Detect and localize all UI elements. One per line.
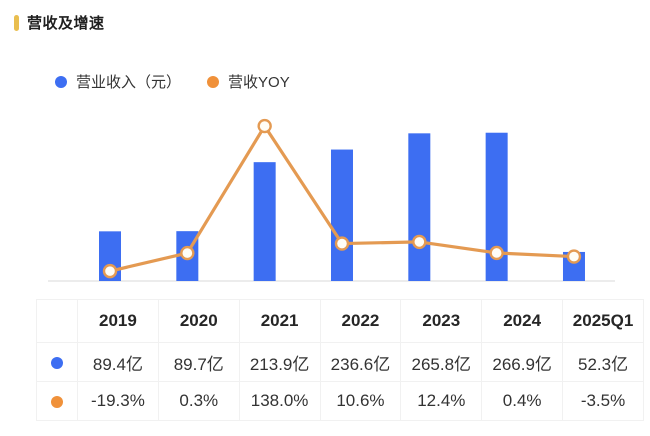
column-header-2021: 2021 <box>238 299 321 343</box>
yoy-cell: -3.5% <box>562 381 644 421</box>
revenue-cell: 89.7亿 <box>157 342 240 382</box>
legend-label-revenue: 营业收入（元） <box>76 74 182 91</box>
yoy-cell: 0.3% <box>157 381 240 421</box>
table-corner-cell <box>36 299 78 343</box>
orange-dot-icon <box>207 75 220 88</box>
yoy-cell: 0.4% <box>481 381 564 421</box>
revenue-bar-2022 <box>330 149 353 281</box>
blue-dot-icon <box>55 75 67 88</box>
data-table: 2019 2020 2021 2022 2023 2024 2025Q1 89.… <box>36 299 644 421</box>
column-header-2025q1: 2025Q1 <box>562 299 644 343</box>
yoy-marker-2021 <box>257 118 272 134</box>
revenue-bar-2021 <box>253 162 276 281</box>
revenue-cell: 89.4亿 <box>77 342 159 382</box>
section-title: 营收及增速 <box>27 15 105 32</box>
revenue-cell: 52.3亿 <box>562 342 644 382</box>
table-header-row: 2019 2020 2021 2022 2023 2024 2025Q1 <box>36 299 644 343</box>
legend-item-revenue: 营业收入（元） <box>55 71 181 92</box>
title-accent-bar <box>14 14 19 31</box>
legend-label-yoy: 营收YOY <box>228 74 290 91</box>
revenue-cell: 266.9亿 <box>481 342 564 382</box>
revenue-yoy-combo-chart <box>48 118 615 282</box>
yoy-marker-2022 <box>334 236 350 251</box>
section-header: 营收及增速 <box>14 12 105 33</box>
yoy-marker-2024 <box>489 245 504 261</box>
revenue-bar-2023 <box>408 133 431 281</box>
yoy-cell: 10.6% <box>319 381 402 421</box>
yoy-cell: -19.3% <box>77 381 159 421</box>
column-header-2019: 2019 <box>77 299 159 343</box>
table-row-yoy: -19.3% 0.3% 138.0% 10.6% 12.4% 0.4% -3.5… <box>36 381 644 421</box>
revenue-cell: 265.8亿 <box>400 342 483 382</box>
column-header-2023: 2023 <box>400 299 483 343</box>
revenue-bar-2024 <box>485 132 508 281</box>
yoy-marker-2025Q1 <box>566 249 582 264</box>
column-header-2024: 2024 <box>481 299 564 343</box>
yoy-cell: 138.0% <box>238 381 321 421</box>
yoy-marker-2020 <box>180 245 195 261</box>
revenue-cell: 213.9亿 <box>238 342 321 382</box>
revenue-row-marker-cell <box>36 342 78 382</box>
column-header-2022: 2022 <box>319 299 402 343</box>
revenue-cell: 236.6亿 <box>319 342 402 382</box>
chart-legend: 营业收入（元） 营收YOY <box>55 71 290 92</box>
blue-dot-icon <box>51 356 63 369</box>
table-row-revenue: 89.4亿 89.7亿 213.9亿 236.6亿 265.8亿 266.9亿 … <box>36 342 644 382</box>
column-header-2020: 2020 <box>157 299 240 343</box>
yoy-marker-2023 <box>412 234 427 250</box>
orange-dot-icon <box>51 395 63 408</box>
yoy-row-marker-cell <box>36 381 78 421</box>
yoy-marker-2019 <box>102 263 118 279</box>
legend-item-yoy: 营收YOY <box>207 71 290 92</box>
yoy-cell: 12.4% <box>400 381 483 421</box>
